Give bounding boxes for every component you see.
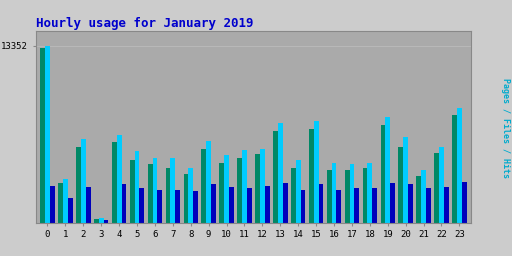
Bar [206,141,211,223]
Bar [368,163,372,223]
Bar [265,186,270,223]
Bar [188,168,193,223]
Bar [318,184,324,223]
Bar [301,190,306,223]
Bar [273,131,278,223]
Bar [354,188,359,223]
Bar [229,187,234,223]
Bar [219,163,224,223]
Bar [398,147,403,223]
Bar [327,170,332,223]
Bar [68,198,73,223]
Bar [444,187,449,223]
Text: Hourly usage for January 2019: Hourly usage for January 2019 [36,17,253,29]
Bar [309,129,314,223]
Bar [314,121,318,223]
Bar [426,188,431,223]
Bar [50,186,55,223]
Bar [147,164,153,223]
Bar [296,161,301,223]
Bar [283,183,288,223]
Bar [386,117,390,223]
Bar [183,174,188,223]
Bar [117,135,121,223]
Bar [103,220,109,223]
Bar [332,163,336,223]
Bar [165,168,170,223]
Bar [247,188,252,223]
Bar [390,183,395,223]
Bar [260,148,265,223]
Bar [380,125,386,223]
Bar [211,184,216,223]
Bar [434,153,439,223]
Bar [224,155,229,223]
Bar [255,154,260,223]
Bar [421,170,426,223]
Bar [193,191,198,223]
Bar [112,142,117,223]
Bar [170,158,175,223]
Bar [63,179,68,223]
Bar [121,184,126,223]
Bar [439,147,444,223]
Bar [278,123,283,223]
Bar [139,188,144,223]
Bar [99,218,103,223]
Bar [345,170,350,223]
Bar [336,190,342,223]
Bar [153,158,157,223]
Bar [94,219,99,223]
Bar [175,190,180,223]
Bar [408,184,413,223]
Bar [372,188,377,223]
Bar [81,139,86,223]
Text: Pages / Files / Hits: Pages / Files / Hits [501,78,510,178]
Bar [462,182,466,223]
Bar [157,190,162,223]
Bar [416,176,421,223]
Bar [201,148,206,223]
Bar [291,168,296,223]
Bar [76,147,81,223]
Bar [457,108,462,223]
Bar [58,183,63,223]
Bar [40,48,45,223]
Bar [452,115,457,223]
Bar [135,151,139,223]
Bar [242,150,247,223]
Bar [237,158,242,223]
Bar [45,46,50,223]
Bar [350,164,354,223]
Bar [362,168,368,223]
Bar [403,137,408,223]
Bar [130,161,135,223]
Bar [86,187,91,223]
